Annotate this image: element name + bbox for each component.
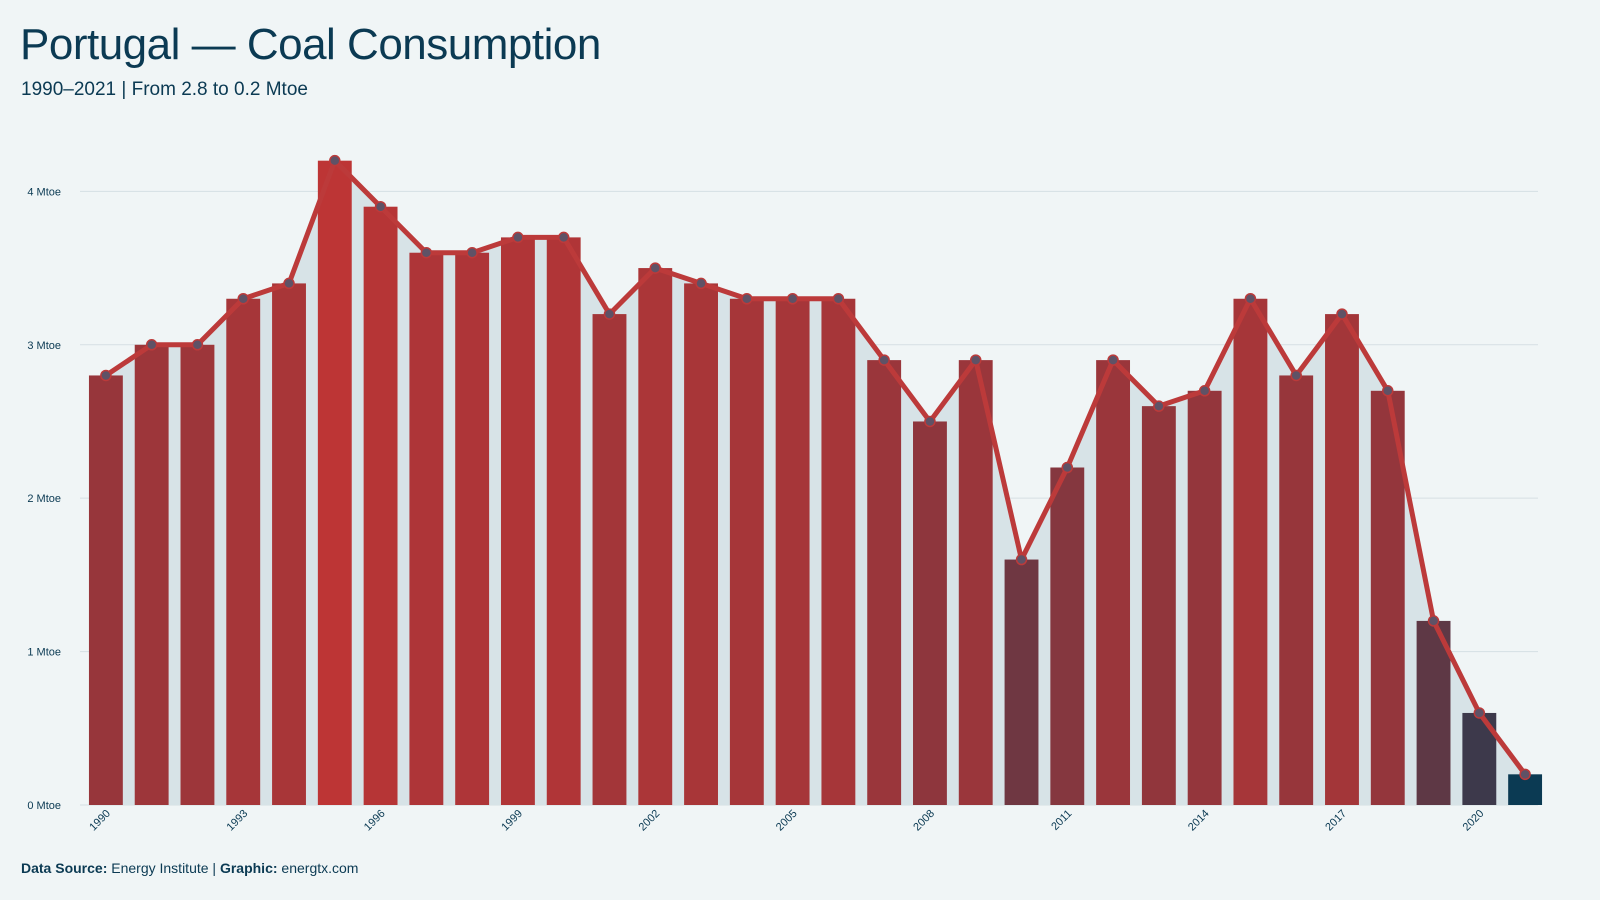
bar-1998 — [455, 252, 490, 805]
bar-2019 — [1416, 620, 1451, 805]
point-2003 — [695, 277, 707, 290]
point-1995 — [329, 154, 341, 167]
point-1994 — [283, 277, 295, 290]
point-2018 — [1382, 385, 1394, 397]
point-2012 — [1107, 354, 1119, 366]
x-tick-label: 2005 — [774, 808, 800, 834]
x-axis-ticks: 1990 1993 1996 1999 2002 2005 2008 2011 2014 2017… — [87, 808, 1486, 834]
graphic-value: energtx.com — [281, 860, 359, 876]
bar-1997 — [409, 252, 444, 805]
x-tick-label: 2014 — [1186, 808, 1212, 834]
bar-1993 — [226, 298, 261, 805]
footer-separator: | — [212, 860, 217, 876]
point-2004 — [741, 293, 753, 305]
bar-1992 — [180, 344, 215, 805]
bar-2016 — [1279, 375, 1314, 805]
bar-2011 — [1050, 467, 1085, 805]
point-2005 — [786, 293, 799, 305]
point-1990 — [100, 369, 112, 382]
bar-1996 — [363, 206, 398, 806]
bar-1990 — [88, 375, 123, 805]
chart-title: Portugal — Coal Consumption — [20, 20, 601, 69]
point-2001 — [603, 308, 616, 320]
point-2011 — [1061, 461, 1074, 474]
source-value: Energy Institute — [111, 860, 209, 876]
point-2017 — [1336, 308, 1348, 320]
bars — [88, 160, 1543, 806]
bar-2000 — [546, 237, 581, 806]
x-tick-label: 2020 — [1461, 808, 1487, 834]
x-tick-label: 1990 — [87, 808, 113, 834]
bar-2001 — [592, 314, 627, 805]
chart-subtitle: 1990–2021 | From 2.8 to 0.2 Mtoe — [21, 79, 308, 100]
point-2015 — [1244, 293, 1257, 305]
bar-2010 — [1004, 559, 1039, 805]
x-tick-label: 2011 — [1049, 808, 1074, 833]
point-1991 — [145, 339, 158, 351]
bar-2015 — [1233, 298, 1268, 805]
bar-1999 — [500, 237, 535, 806]
point-2014 — [1198, 385, 1211, 397]
x-tick-label: 1996 — [362, 808, 388, 834]
point-2000 — [557, 231, 570, 244]
bar-2017 — [1325, 314, 1359, 805]
bar-2013 — [1141, 406, 1176, 805]
x-tick-label: 2017 — [1323, 808, 1349, 834]
point-2009 — [969, 354, 982, 366]
y-tick-label: 4 Mtoe — [27, 186, 61, 198]
point-2013 — [1153, 400, 1165, 412]
bar-2003 — [684, 283, 718, 806]
x-tick-label: 1993 — [225, 808, 251, 834]
y-tick-label: 3 Mtoe — [27, 340, 61, 352]
bar-2009 — [958, 360, 993, 805]
point-1998 — [466, 246, 478, 259]
bar-2007 — [867, 360, 902, 805]
data-points — [100, 154, 1531, 781]
bar-2002 — [638, 268, 673, 805]
point-2007 — [878, 354, 890, 366]
trend-line — [103, 158, 1528, 777]
point-2006 — [832, 293, 845, 305]
point-2020 — [1473, 707, 1486, 719]
footer-credits: Data Source: Energy Institute | Graphic:… — [21, 860, 358, 876]
bar-1994 — [272, 283, 306, 806]
bar-2004 — [729, 298, 764, 805]
bar-2012 — [1096, 360, 1131, 805]
point-2002 — [649, 262, 662, 274]
graphic-label: Graphic: — [219, 860, 278, 876]
y-axis-ticks: 0 Mtoe 1 Mtoe 2 Mtoe 3 Mtoe 4 Mtoe — [27, 186, 61, 812]
point-1993 — [237, 293, 249, 305]
point-2021 — [1519, 768, 1531, 781]
bar-2008 — [913, 421, 947, 805]
point-2010 — [1015, 553, 1028, 566]
point-2008 — [924, 415, 936, 428]
y-tick-label: 2 Mtoe — [27, 493, 61, 505]
y-tick-label: 0 Mtoe — [27, 800, 61, 812]
bar-1991 — [134, 344, 169, 805]
y-tick-label: 1 Mtoe — [27, 647, 61, 659]
point-2019 — [1427, 615, 1440, 627]
x-tick-label: 2002 — [637, 808, 663, 834]
point-1999 — [512, 231, 524, 244]
point-1992 — [191, 339, 204, 351]
source-label: Data Source: — [21, 860, 108, 876]
point-1997 — [420, 246, 433, 259]
point-1996 — [374, 200, 387, 213]
bar-2005 — [775, 298, 810, 805]
x-tick-label: 2008 — [911, 808, 937, 834]
bar-2014 — [1187, 390, 1222, 805]
x-tick-label: 1999 — [499, 808, 525, 834]
point-2016 — [1290, 369, 1302, 382]
bar-1995 — [317, 160, 352, 805]
bar-2006 — [821, 298, 856, 805]
